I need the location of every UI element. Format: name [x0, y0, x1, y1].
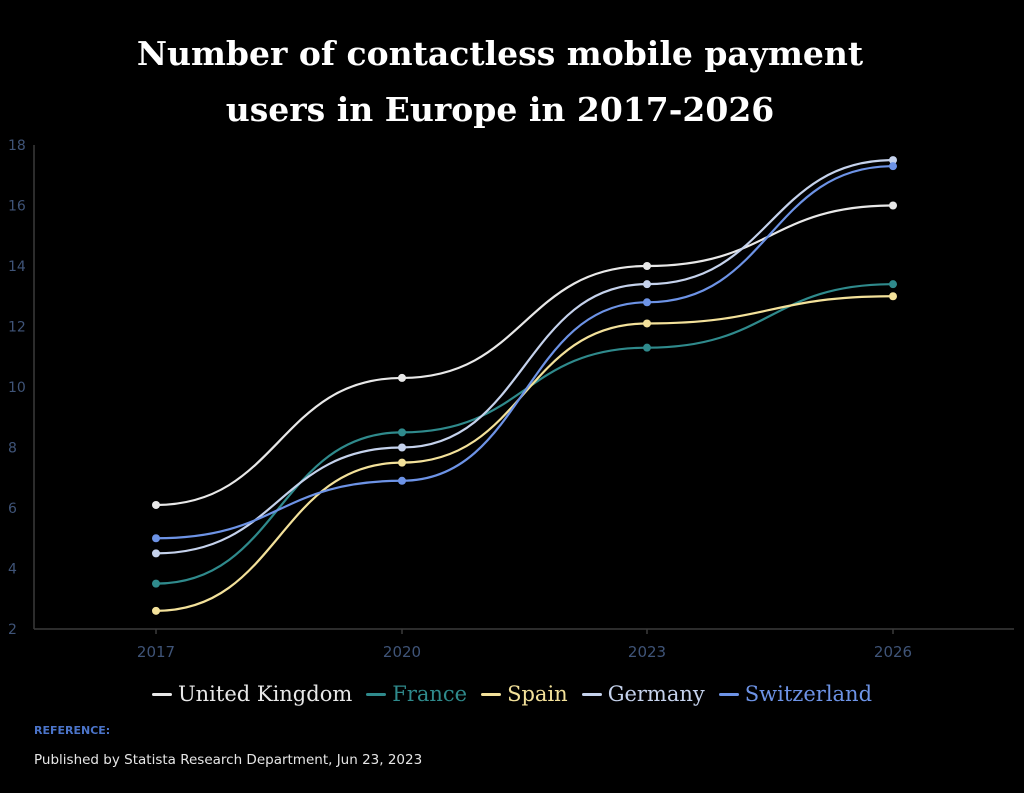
legend-item-united-kingdom: United Kingdom — [151, 682, 353, 706]
data-point-germany — [398, 443, 406, 452]
legend-label: United Kingdom — [177, 682, 353, 706]
data-point-spain — [889, 292, 897, 301]
legend-item-spain: Spain — [481, 682, 568, 706]
data-point-germany — [643, 280, 651, 289]
y-tick-label: 4 — [8, 562, 17, 578]
data-point-france — [152, 579, 160, 588]
series-line-spain — [155, 295, 894, 612]
series-line-france — [155, 283, 894, 585]
y-tick-label: 14 — [8, 259, 26, 275]
data-point-france — [643, 343, 651, 352]
data-point-switzerland — [152, 534, 160, 543]
legend-label: Switzerland — [744, 682, 873, 706]
chart-title-line-1: Number of contactless mobile payment — [136, 34, 864, 73]
data-point-france — [398, 428, 406, 437]
data-point-united-kingdom — [889, 201, 897, 210]
legend-label: France — [392, 682, 468, 706]
legend-item-switzerland: Switzerland — [718, 682, 873, 706]
series-line-switzerland — [155, 165, 894, 540]
series-line-germany — [155, 159, 894, 555]
legend-swatch — [366, 692, 387, 696]
legend-swatch — [151, 692, 172, 696]
legend-swatch — [481, 692, 502, 696]
data-point-spain — [398, 458, 406, 467]
series-line-united-kingdom — [155, 204, 894, 507]
data-point-spain — [152, 606, 160, 615]
legend-swatch — [581, 692, 602, 696]
legend-item-france: France — [366, 682, 467, 706]
chart-legend: United Kingdom France Spain Germany Switzerl… — [0, 676, 1024, 712]
reference-label: REFERENCE: — [34, 724, 111, 737]
reference-text: Published by Statista Research Departmen… — [34, 752, 423, 768]
data-point-france — [889, 280, 897, 289]
data-point-united-kingdom — [152, 500, 160, 509]
legend-item-germany: Germany — [581, 682, 705, 706]
y-tick-label: 10 — [8, 380, 26, 396]
data-point-united-kingdom — [398, 373, 406, 382]
data-point-switzerland — [643, 298, 651, 307]
y-tick-label: 16 — [8, 199, 26, 215]
y-tick-label: 12 — [8, 320, 26, 336]
chart-title-line-2: users in Europe in 2017-2026 — [225, 90, 775, 129]
y-tick-label: 18 — [8, 138, 26, 154]
data-point-spain — [643, 319, 651, 328]
legend-swatch — [718, 692, 739, 696]
y-tick-label: 2 — [8, 622, 17, 638]
x-tick-label: 2017 — [137, 643, 175, 661]
legend-label: Germany — [607, 682, 705, 706]
y-tick-label: 8 — [8, 441, 17, 457]
data-point-switzerland — [398, 476, 406, 485]
data-point-germany — [152, 549, 160, 558]
x-tick-label: 2026 — [874, 643, 912, 661]
y-tick-label: 6 — [8, 501, 17, 517]
data-point-germany — [889, 156, 897, 165]
chart-title: Number of contactless mobile payment use… — [0, 26, 1000, 138]
x-tick-label: 2020 — [383, 643, 421, 661]
x-tick-label: 2023 — [628, 643, 666, 661]
data-point-switzerland — [889, 162, 897, 171]
legend-label: Spain — [507, 682, 568, 706]
data-point-united-kingdom — [643, 262, 651, 270]
